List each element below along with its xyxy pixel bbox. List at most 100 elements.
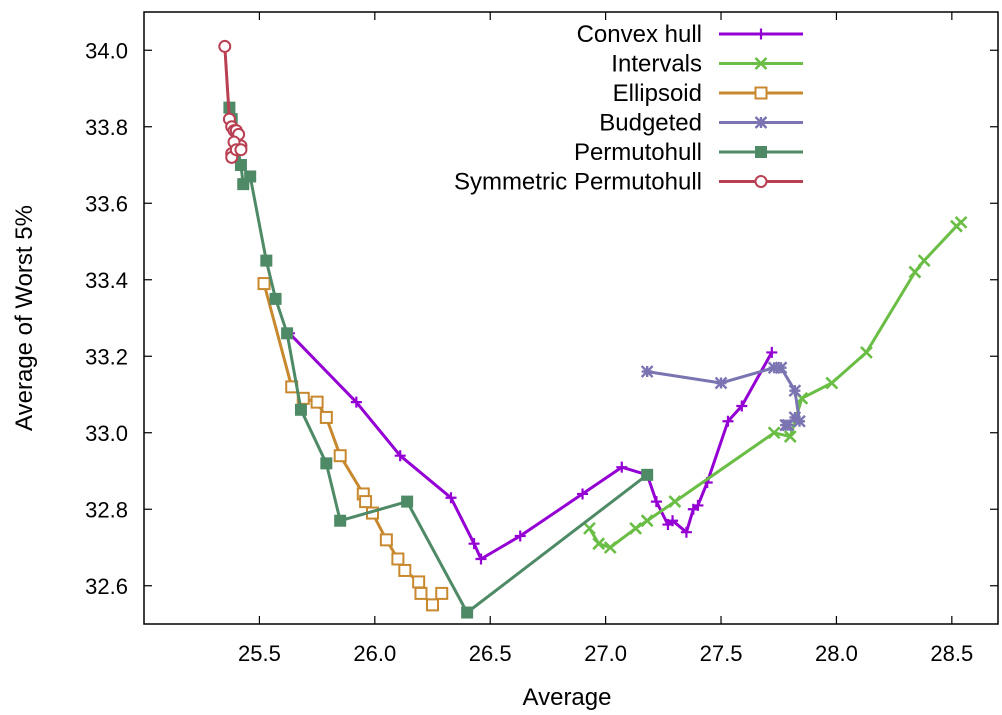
legend-label: Intervals bbox=[611, 51, 702, 78]
data-point bbox=[755, 146, 767, 158]
data-point bbox=[310, 395, 324, 409]
legend-label: Permutohull bbox=[574, 139, 702, 166]
plot-series bbox=[218, 39, 968, 619]
data-point bbox=[779, 418, 793, 432]
y-tick-label: 32.8 bbox=[85, 497, 128, 522]
y-tick-label: 32.6 bbox=[85, 574, 128, 599]
data-point bbox=[398, 563, 412, 577]
data-point bbox=[767, 426, 781, 440]
data-point bbox=[650, 496, 662, 508]
data-point bbox=[954, 215, 968, 229]
data-point bbox=[788, 411, 802, 424]
data-point bbox=[640, 514, 654, 528]
y-tick-label: 34.0 bbox=[85, 38, 128, 63]
data-point bbox=[583, 521, 596, 535]
data-point bbox=[394, 450, 406, 462]
data-point bbox=[435, 586, 449, 600]
data-point bbox=[461, 606, 474, 619]
data-point bbox=[401, 495, 414, 508]
data-point bbox=[755, 28, 767, 40]
series-line bbox=[288, 332, 774, 561]
x-tick-label: 28.0 bbox=[815, 641, 858, 666]
data-point bbox=[281, 327, 294, 340]
data-point bbox=[766, 346, 778, 358]
data-point bbox=[668, 495, 682, 509]
y-tick-label: 33.0 bbox=[85, 421, 128, 446]
data-point bbox=[917, 254, 931, 268]
data-point bbox=[257, 277, 271, 291]
data-point bbox=[218, 39, 232, 53]
data-point bbox=[350, 396, 362, 408]
data-point bbox=[680, 526, 692, 538]
data-point bbox=[269, 292, 282, 305]
series-ellipsoid bbox=[257, 277, 449, 612]
data-point bbox=[468, 538, 480, 550]
y-axis-title: Average of Worst 5% bbox=[11, 205, 38, 431]
series-budgeted bbox=[640, 361, 806, 432]
data-point bbox=[379, 533, 393, 547]
data-point bbox=[244, 170, 257, 183]
data-point bbox=[825, 376, 839, 390]
data-point bbox=[294, 403, 307, 416]
series-convex-hull bbox=[283, 327, 778, 565]
data-point bbox=[783, 430, 797, 443]
series-symmetric-permutohull bbox=[218, 39, 248, 164]
y-tick-label: 33.2 bbox=[85, 344, 128, 369]
x-tick-label: 26.5 bbox=[469, 641, 512, 666]
x-tick-label: 27.5 bbox=[700, 641, 743, 666]
series-line bbox=[646, 366, 801, 427]
x-tick-label: 27.0 bbox=[584, 641, 627, 666]
series-intervals bbox=[583, 215, 968, 554]
x-tick-label: 28.5 bbox=[930, 641, 973, 666]
data-point bbox=[234, 143, 248, 157]
data-point bbox=[603, 541, 617, 554]
data-point bbox=[860, 346, 873, 359]
data-point bbox=[334, 514, 347, 527]
x-tick-label: 26.0 bbox=[353, 641, 396, 666]
data-point bbox=[722, 415, 734, 427]
legend-label: Convex hull bbox=[577, 21, 702, 48]
data-point bbox=[667, 515, 679, 527]
data-point bbox=[391, 552, 405, 566]
data-point bbox=[616, 461, 628, 473]
y-tick-label: 33.4 bbox=[85, 268, 128, 293]
y-tick-label: 33.8 bbox=[85, 115, 128, 140]
data-point bbox=[774, 361, 788, 375]
data-point bbox=[754, 116, 768, 129]
data-point bbox=[333, 449, 347, 463]
data-point bbox=[754, 175, 768, 188]
data-point bbox=[426, 598, 440, 612]
data-point bbox=[414, 586, 428, 600]
data-point bbox=[754, 86, 768, 100]
data-point bbox=[629, 521, 643, 535]
data-point bbox=[714, 376, 728, 390]
data-point bbox=[736, 400, 748, 412]
data-point bbox=[514, 530, 526, 542]
data-point bbox=[592, 537, 606, 551]
legend-label: Symmetric Permutohull bbox=[454, 169, 702, 196]
series-line bbox=[588, 221, 963, 549]
data-point bbox=[412, 575, 426, 589]
data-point bbox=[237, 178, 250, 191]
data-point bbox=[767, 361, 781, 375]
legend-label: Ellipsoid bbox=[613, 80, 702, 107]
data-point bbox=[754, 57, 768, 70]
data-point bbox=[475, 553, 487, 565]
plot-frame bbox=[143, 11, 999, 625]
data-point bbox=[234, 159, 247, 171]
data-point bbox=[260, 254, 273, 267]
data-point bbox=[359, 495, 373, 509]
data-point bbox=[640, 365, 654, 378]
data-point bbox=[319, 410, 333, 424]
x-axis-title: Average bbox=[523, 684, 612, 711]
data-point bbox=[445, 492, 457, 504]
data-point bbox=[641, 468, 654, 481]
data-point bbox=[908, 265, 922, 279]
legend-label: Budgeted bbox=[599, 110, 702, 137]
x-tick-label: 25.5 bbox=[238, 641, 281, 666]
data-point bbox=[320, 457, 333, 470]
data-point bbox=[577, 488, 589, 500]
y-tick-label: 33.6 bbox=[85, 191, 128, 216]
